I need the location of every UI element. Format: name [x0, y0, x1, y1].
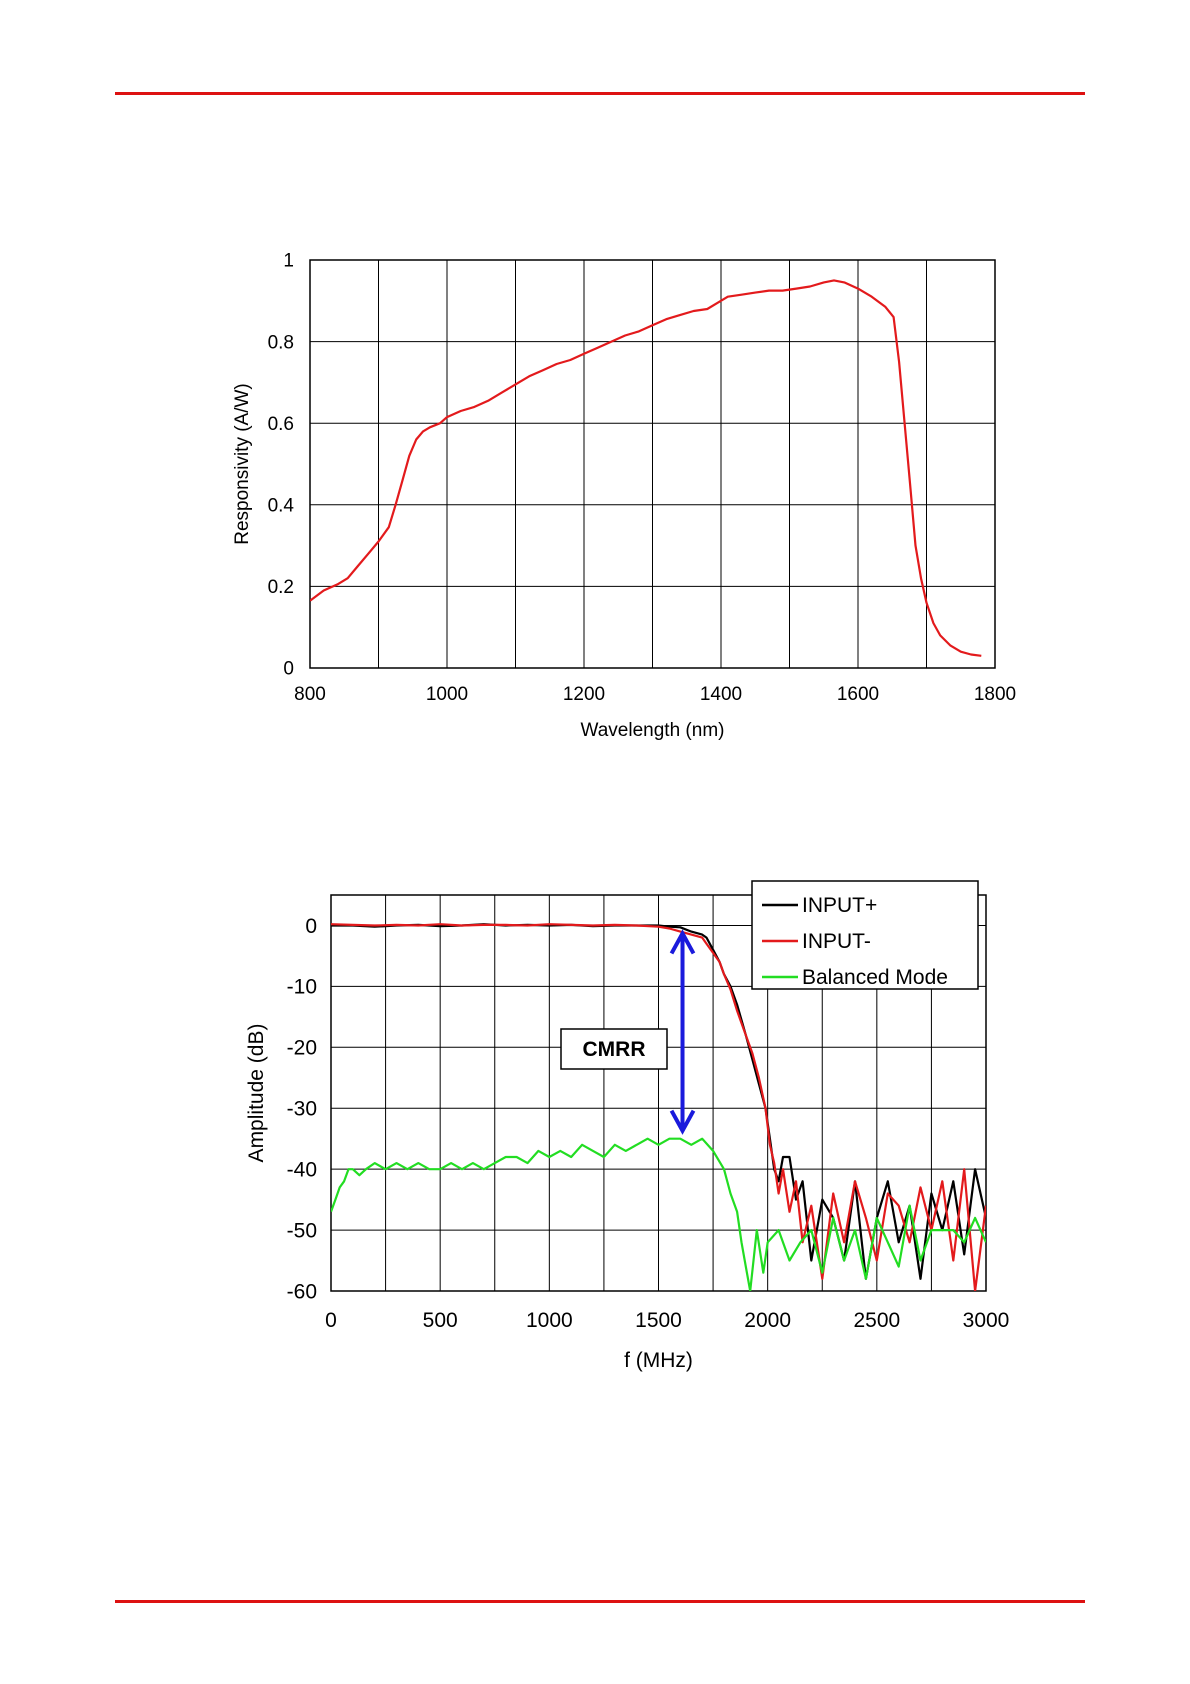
c1-y-tick-label: 0.4	[268, 495, 295, 516]
c1-y-axis-label: Responsivity (A/W)	[232, 383, 253, 545]
c1-y-tick-label: 0	[283, 659, 294, 680]
c2-y-tick-label: -10	[287, 976, 317, 999]
c2-y-axis-label: Amplitude (dB)	[245, 1024, 268, 1163]
responsivity-chart: 800 1000 1200 1400 1600 1800 0 0.2 0.4 0.6 0.8 1 Wav…	[232, 251, 1016, 741]
c2-y-tick-label: 0	[305, 915, 317, 938]
c2-y-tick-label: -30	[287, 1098, 317, 1121]
legend-label-1: INPUT-	[802, 930, 871, 953]
c2-y-tick-label: -20	[287, 1037, 317, 1060]
legend-label-0: INPUT+	[802, 894, 877, 917]
c1-x-tick-label: 1400	[700, 684, 742, 705]
c2-x-axis-label: f (MHz)	[624, 1349, 693, 1372]
c2-series-line-1	[331, 923, 986, 1291]
header-rule	[115, 92, 1085, 95]
cmrr-label: CMRR	[583, 1038, 646, 1061]
legend-label-2: Balanced Mode	[802, 966, 948, 989]
c1-plot-frame	[309, 259, 996, 669]
c1-x-axis-label: Wavelength (nm)	[581, 720, 725, 741]
c2-x-tick-label: 2000	[744, 1309, 791, 1332]
c2-x-tick-label: 500	[423, 1309, 458, 1332]
cmrr-arrow-head-top	[669, 929, 696, 955]
c2-y-tick-label: -60	[287, 1280, 317, 1303]
c2-y-tick-label: -40	[287, 1159, 317, 1182]
c1-x-tick-label: 800	[294, 684, 326, 705]
c2-x-tick-label: 0	[325, 1309, 337, 1332]
c1-x-tick-label: 1800	[974, 684, 1016, 705]
cmrr-arrow-head-bottom	[669, 1109, 696, 1135]
c1-x-tick-label: 1000	[426, 684, 468, 705]
amplitude-chart: 0 500 1000 1500 2000 2500 3000 -60 -50 -40 -30 -20 -…	[245, 880, 1010, 1372]
c2-y-tick-label: -50	[287, 1219, 317, 1242]
c2-plot-frame	[330, 894, 987, 1292]
c1-series-line-0	[310, 279, 982, 657]
c2-x-tick-label: 1000	[526, 1309, 573, 1332]
c2-x-tick-label: 2500	[853, 1309, 900, 1332]
c1-y-tick-label: 0.8	[268, 332, 294, 353]
c1-x-tick-label: 1600	[837, 684, 879, 705]
c1-y-tick-label: 0.2	[268, 577, 294, 598]
cmrr-label-box	[560, 1028, 668, 1070]
c1-y-tick-label: 0.6	[268, 414, 294, 435]
c1-x-tick-label: 1200	[563, 684, 605, 705]
legend-box	[751, 880, 979, 990]
footer-rule	[115, 1600, 1085, 1603]
c1-y-tick-label: 1	[283, 251, 294, 272]
c2-x-tick-label: 3000	[963, 1309, 1010, 1332]
c2-x-tick-label: 1500	[635, 1309, 682, 1332]
c2-series-line-2	[331, 1137, 986, 1291]
